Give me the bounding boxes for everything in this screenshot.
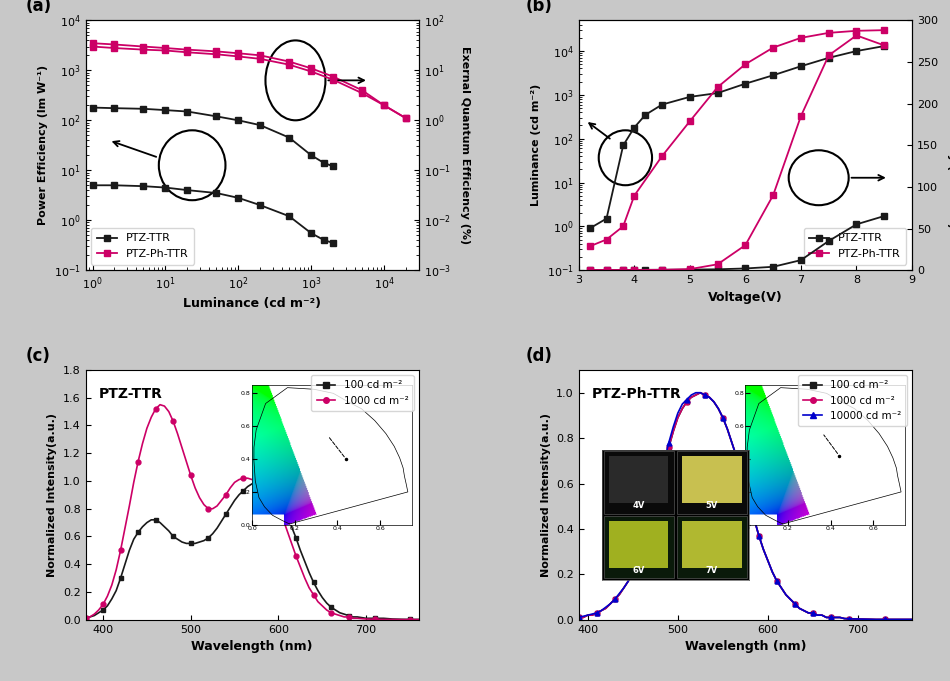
Text: PTZ-TTR: PTZ-TTR bbox=[99, 387, 162, 402]
X-axis label: Voltage(V): Voltage(V) bbox=[708, 291, 783, 304]
Y-axis label: Normalized Intensity(a.u.): Normalized Intensity(a.u.) bbox=[48, 413, 57, 577]
Y-axis label: Normalized Intensity(a.u.): Normalized Intensity(a.u.) bbox=[541, 413, 551, 577]
X-axis label: Luminance (cd m⁻²): Luminance (cd m⁻²) bbox=[183, 297, 321, 310]
Text: (b): (b) bbox=[525, 0, 552, 16]
Text: (a): (a) bbox=[26, 0, 51, 16]
Y-axis label: Power Efficiency (lm W⁻¹): Power Efficiency (lm W⁻¹) bbox=[38, 65, 48, 225]
X-axis label: Wavelength (nm): Wavelength (nm) bbox=[191, 640, 313, 653]
Legend: PTZ-TTR, PTZ-Ph-TTR: PTZ-TTR, PTZ-Ph-TTR bbox=[91, 228, 194, 265]
Y-axis label: Exernal Quantum Efficiency (%): Exernal Quantum Efficiency (%) bbox=[460, 46, 470, 244]
Y-axis label: Luminance (cd m⁻²): Luminance (cd m⁻²) bbox=[531, 84, 542, 206]
X-axis label: Wavelength (nm): Wavelength (nm) bbox=[685, 640, 807, 653]
Y-axis label: Current Density (mA cm⁻²): Current Density (mA cm⁻²) bbox=[947, 62, 950, 228]
Text: (c): (c) bbox=[26, 347, 50, 365]
Text: (d): (d) bbox=[525, 347, 552, 365]
Text: PTZ-Ph-TTR: PTZ-Ph-TTR bbox=[592, 387, 682, 402]
Legend: PTZ-TTR, PTZ-Ph-TTR: PTZ-TTR, PTZ-Ph-TTR bbox=[804, 228, 906, 265]
Legend: 100 cd m⁻², 1000 cd m⁻²: 100 cd m⁻², 1000 cd m⁻² bbox=[312, 375, 413, 411]
Legend: 100 cd m⁻², 1000 cd m⁻², 10000 cd m⁻²: 100 cd m⁻², 1000 cd m⁻², 10000 cd m⁻² bbox=[798, 375, 907, 426]
